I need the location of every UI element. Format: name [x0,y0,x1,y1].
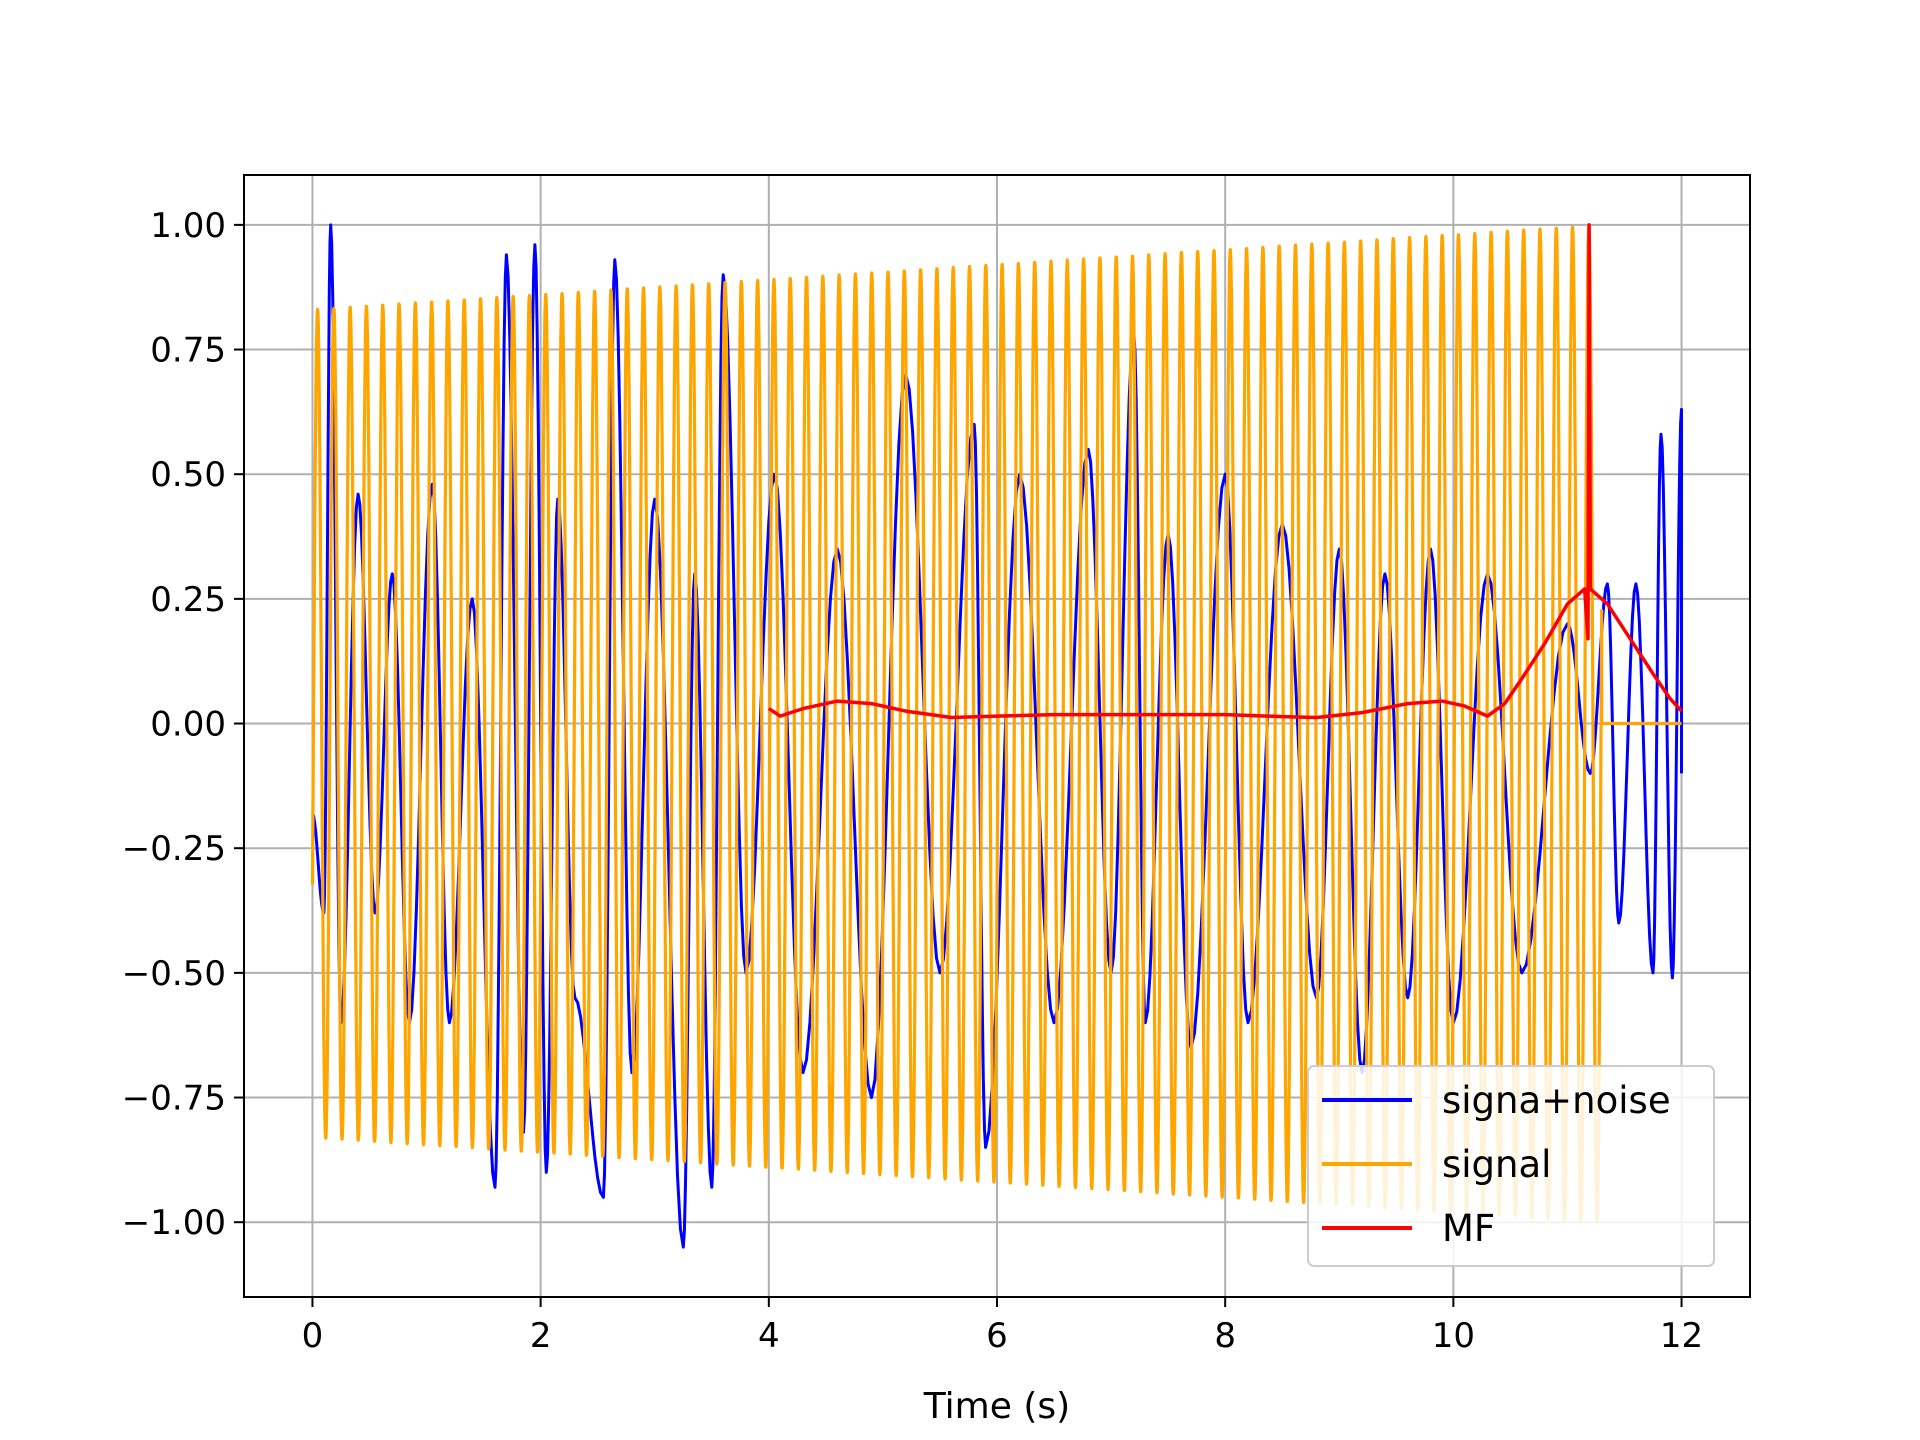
y-tick-label: 0.50 [150,455,226,495]
y-tick-label: −0.50 [122,954,226,994]
y-tick-label: −0.75 [122,1079,226,1119]
y-tick-label: 0.25 [150,580,226,620]
x-axis-label: Time (s) [923,1386,1070,1427]
legend-box [1307,1065,1715,1267]
y-tick-label: 0.75 [150,331,226,371]
y-tick-label: 1.00 [150,206,226,246]
y-tick-label: −0.25 [122,829,226,869]
x-tick-label: 8 [1214,1316,1236,1356]
x-tick-label: 4 [758,1316,780,1356]
x-tick-label: 0 [302,1316,324,1356]
y-tick-label: −1.00 [122,1203,226,1243]
x-tick-label: 12 [1660,1316,1703,1356]
legend-label: signal [1442,1143,1551,1186]
legend-label: MF [1442,1207,1495,1250]
x-tick-label: 10 [1432,1316,1475,1356]
legend-label: signa+noise [1442,1079,1671,1122]
x-tick-label: 6 [986,1316,1008,1356]
series-mf-line [767,223,1683,720]
x-tick-label: 2 [530,1316,552,1356]
legend: signa+noise signal MF [1307,1065,1715,1267]
y-axis: 1.00 0.75 0.50 0.25 0.00 −0.25 −0.50 −0.75 −1.00 [122,206,244,1243]
x-axis: 0 2 4 6 8 10 12 [302,1297,1703,1356]
y-tick-label: 0.00 [150,705,226,745]
